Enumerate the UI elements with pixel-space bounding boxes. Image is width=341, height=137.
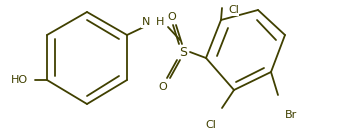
Text: HO: HO <box>11 75 28 85</box>
Text: O: O <box>159 82 167 92</box>
Text: O: O <box>168 12 176 22</box>
Text: Cl: Cl <box>206 120 217 130</box>
Text: Br: Br <box>285 110 297 120</box>
Text: S: S <box>179 45 187 58</box>
Text: Cl: Cl <box>228 5 239 15</box>
Text: N: N <box>142 17 150 27</box>
Text: H: H <box>156 17 164 27</box>
